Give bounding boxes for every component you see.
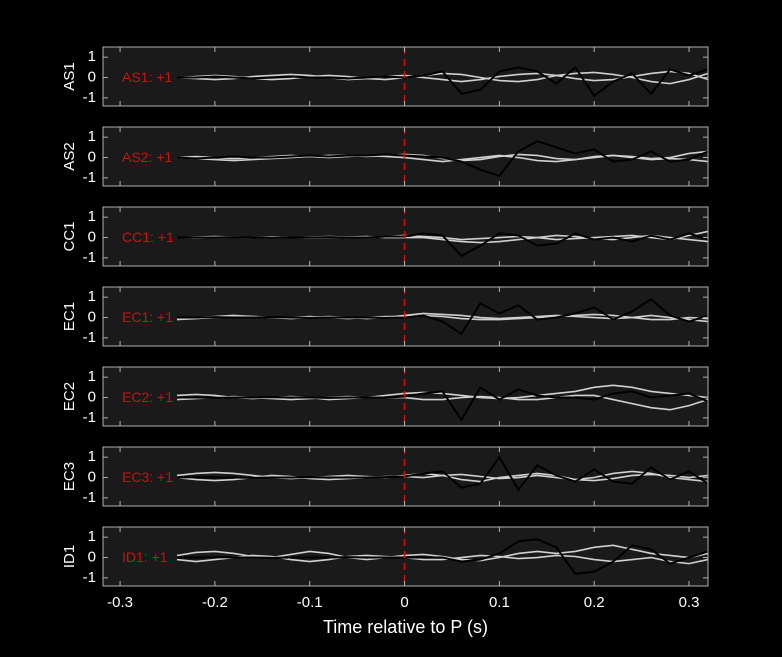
y-tick-label: 1: [88, 448, 96, 465]
x-tick-label: 0.1: [489, 594, 510, 611]
y-tick-label: -1: [83, 569, 96, 586]
trace-annotation: EC1: +1: [122, 309, 173, 325]
y-tick-label: -1: [83, 169, 96, 186]
plot-frame: [102, 126, 709, 187]
trace: [176, 71, 708, 85]
plot-frame: [102, 286, 709, 347]
plot-frame: [102, 46, 709, 107]
plot-frame: [102, 206, 709, 267]
trace-annotation: EC2: +1: [122, 389, 173, 405]
x-tick-label: -0.1: [297, 594, 323, 611]
x-tick-label: 0: [400, 594, 408, 611]
trace-annotation: AS1: +1: [122, 69, 172, 85]
plot-frame: [102, 526, 709, 587]
y-tick-label: 0: [88, 548, 96, 565]
y-tick-label: 1: [88, 368, 96, 385]
trace-annotation: ID1: +1: [122, 549, 168, 565]
x-axis-label: Time relative to P (s): [323, 617, 488, 637]
y-tick-label: 1: [88, 208, 96, 225]
y-tick-label: -1: [83, 489, 96, 506]
y-tick-label: -1: [83, 249, 96, 266]
plot-area: [103, 527, 708, 586]
y-tick-label: 1: [88, 128, 96, 145]
y-tick-label: 1: [88, 288, 96, 305]
trace: [176, 473, 708, 482]
trace: [176, 297, 708, 336]
y-tick-label: 0: [88, 388, 96, 405]
trace: [176, 385, 708, 422]
y-tick-label: 1: [88, 528, 96, 545]
plot-frame: [102, 366, 709, 427]
y-tick-label: 0: [88, 148, 96, 165]
y-axis-label: EC3: [61, 462, 78, 491]
x-tick-label: -0.3: [107, 594, 133, 611]
y-axis-label: EC1: [61, 302, 78, 331]
trace: [176, 538, 708, 575]
y-tick-label: 0: [88, 68, 96, 85]
y-tick-label: -1: [83, 89, 96, 106]
trace: [176, 140, 708, 177]
x-tick-label: -0.2: [202, 594, 228, 611]
y-tick-label: -1: [83, 409, 96, 426]
trace-annotation: EC3: +1: [122, 469, 173, 485]
trace: [176, 554, 708, 565]
y-axis-label: AS1: [61, 62, 78, 90]
y-axis-label: AS2: [61, 142, 78, 170]
x-tick-label: 0.2: [584, 594, 605, 611]
y-tick-label: 0: [88, 468, 96, 485]
y-axis-label: ID1: [61, 545, 78, 568]
trace-annotation: CC1: +1: [122, 229, 174, 245]
trace: [176, 65, 708, 98]
trace-annotation: AS2: +1: [122, 149, 172, 165]
x-tick-label: 0.3: [679, 594, 700, 611]
y-tick-label: 0: [88, 308, 96, 325]
y-axis-label: CC1: [61, 221, 78, 251]
y-tick-label: 0: [88, 228, 96, 245]
y-axis-label: EC2: [61, 382, 78, 411]
y-tick-label: -1: [83, 329, 96, 346]
trace: [176, 455, 708, 492]
trace: [176, 232, 708, 258]
plot-frame: [102, 446, 709, 507]
y-tick-label: 1: [88, 48, 96, 65]
